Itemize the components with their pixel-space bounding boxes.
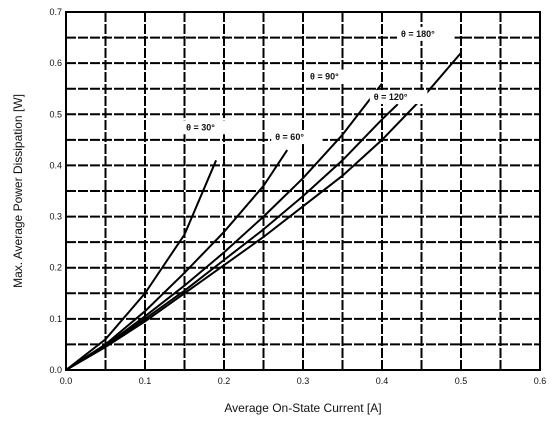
y-tick-label: 0.3 (49, 212, 62, 222)
series-line (65, 103, 399, 371)
annotation-label: θ = 90° (310, 72, 339, 82)
series-group (65, 52, 462, 371)
y-tick-label: 0.5 (49, 109, 62, 119)
x-tick-labels: 0.0 0.1 0.2 0.3 0.4 0.5 0.6 (60, 376, 547, 386)
y-tick-label: 0.2 (49, 263, 62, 273)
annotation-label: θ = 30° (186, 122, 215, 132)
annotations: θ = 30° θ = 60° θ = 90° θ = 120° θ = 180° (182, 26, 455, 145)
annotation: θ = 90° (306, 69, 358, 84)
y-axis-title: Max. Average Power Dissipation [W] (11, 94, 25, 288)
annotation-background (306, 69, 358, 84)
annotation: θ = 60° (271, 130, 323, 145)
y-tick-label: 0.7 (49, 7, 62, 17)
series-line (65, 149, 289, 371)
annotation-label: θ = 120° (374, 92, 408, 102)
x-axis-title: Average On-State Current [A] (224, 401, 381, 415)
x-tick-label: 0.3 (297, 376, 310, 386)
annotation-background (271, 130, 323, 145)
annotation-background (397, 26, 455, 41)
y-tick-label: 0.1 (49, 314, 62, 324)
annotation-background (369, 90, 428, 105)
series-line (65, 52, 462, 371)
x-tick-label: 0.4 (376, 376, 389, 386)
x-tick-label: 0.0 (60, 376, 73, 386)
x-tick-label: 0.1 (139, 376, 152, 386)
x-tick-label: 0.2 (218, 376, 231, 386)
series-line (65, 159, 218, 371)
y-tick-label: 0.0 (49, 365, 62, 375)
annotation-label: θ = 60° (275, 132, 304, 142)
y-tick-labels: 0.0 0.1 0.2 0.3 0.4 0.5 0.6 0.7 (49, 7, 62, 375)
annotation-background (182, 120, 234, 135)
annotation-label: θ = 180° (401, 29, 435, 39)
x-tick-label: 0.6 (534, 376, 547, 386)
y-tick-label: 0.6 (49, 58, 62, 68)
annotation: θ = 120° (369, 90, 428, 105)
annotation: θ = 30° (182, 120, 234, 135)
grid (66, 12, 540, 370)
plot-frame (65, 11, 541, 371)
annotation: θ = 180° (397, 26, 455, 41)
y-tick-label: 0.4 (49, 160, 62, 170)
x-tick-label: 0.5 (455, 376, 468, 386)
